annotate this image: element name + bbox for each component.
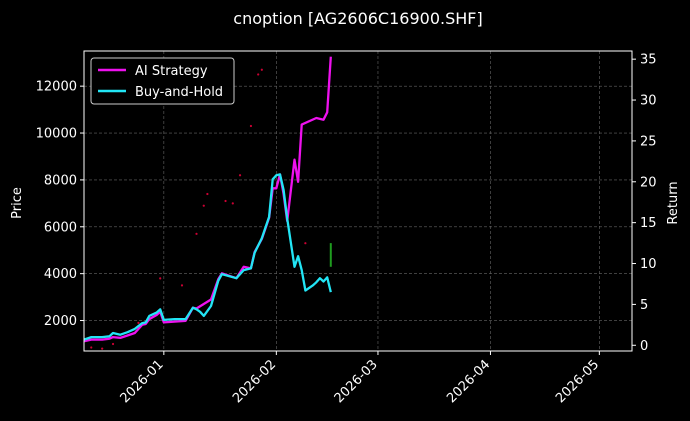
price-point [206,192,209,196]
y-axis-right-label: Return [666,181,681,224]
price-point [159,277,162,280]
price-point [195,232,198,235]
y-tick-label-right: 30 [640,94,657,109]
price-point [224,199,227,203]
legend-label-buy-and-hold: Buy-and-Hold [135,85,223,100]
price-point [111,342,115,346]
plot-frame [83,50,633,352]
y-tick-label-right: 0 [640,339,648,354]
price-point [257,73,260,76]
price-point [137,321,140,324]
y-tick-label-left: 6000 [44,220,77,235]
grid-lines [84,51,632,351]
y-tick-label-left: 10000 [36,127,77,142]
price-point [202,204,205,207]
price-point [231,202,234,205]
y-tick-label-right: 20 [640,175,657,190]
legend: AI Strategy Buy-and-Hold [90,57,235,105]
price-point [101,347,104,350]
y-tick-label-left: 12000 [36,80,77,95]
y-tick-label-right: 5 [640,298,648,313]
y-tick-label-right: 15 [640,216,657,231]
y-tick-label-left: 4000 [44,267,77,282]
y-tick-label-right: 10 [640,257,657,272]
price-point [304,242,307,245]
y-tick-label-left: 2000 [44,314,77,329]
price-point [90,346,93,349]
y-tick-label-right: 35 [640,53,657,68]
plot-series [83,56,332,350]
y-tick-label-left: 8000 [44,173,77,188]
y-tick-label-right: 25 [640,134,657,149]
price-point [180,284,184,287]
price-point [249,124,253,128]
y-axis-left-label: Price [10,187,25,219]
legend-box [90,57,235,105]
price-point [238,174,242,177]
chart-title: cnoption [AG2606C16900.SHF] [233,9,482,28]
price-point [260,68,263,71]
legend-label-ai-strategy: AI Strategy [135,64,208,79]
series-line-buy-and-hold [83,173,332,341]
